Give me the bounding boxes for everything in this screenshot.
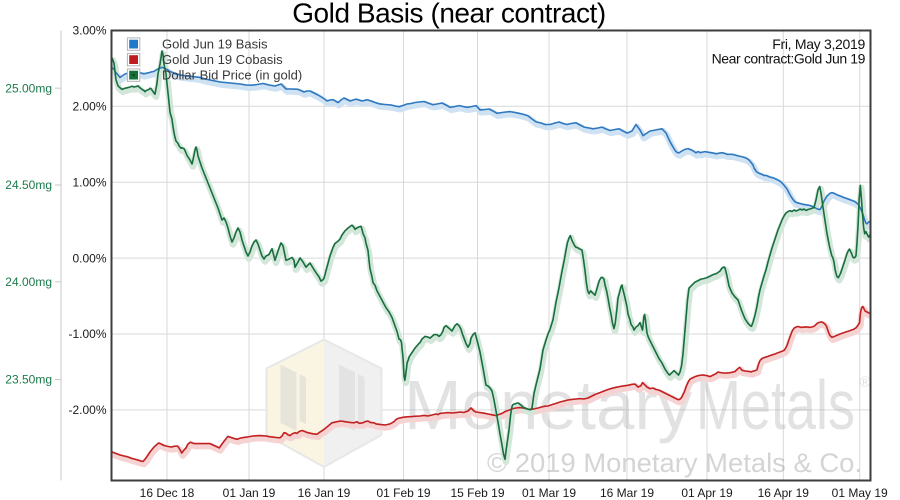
svg-text:15 Feb 19: 15 Feb 19 (450, 486, 504, 500)
svg-text:-2.00%: -2.00% (68, 403, 106, 417)
svg-text:25.00mg: 25.00mg (5, 81, 52, 95)
svg-text:24.50mg: 24.50mg (5, 178, 52, 192)
svg-text:01 Mar 19: 01 Mar 19 (522, 486, 576, 500)
svg-text:Gold Jun 19 Basis: Gold Jun 19 Basis (162, 37, 268, 52)
svg-text:2.00%: 2.00% (72, 100, 106, 114)
svg-text:© 2019 Monetary Metals & Co.: © 2019 Monetary Metals & Co. (487, 448, 862, 478)
svg-text:3.00%: 3.00% (72, 24, 106, 38)
svg-text:Metals: Metals (696, 366, 855, 444)
svg-text:-1.00%: -1.00% (68, 327, 106, 341)
svg-text:Monetary: Monetary (404, 366, 692, 444)
svg-text:Near contract:Gold Jun 19: Near contract:Gold Jun 19 (712, 51, 866, 67)
svg-text:Fri, May 3,2019: Fri, May 3,2019 (772, 36, 865, 52)
svg-text:01 Jan 19: 01 Jan 19 (223, 486, 276, 500)
svg-text:Dollar Bid Price (in gold): Dollar Bid Price (in gold) (162, 68, 302, 83)
svg-text:®: ® (859, 374, 870, 391)
svg-text:16 Mar 19: 16 Mar 19 (600, 486, 654, 500)
svg-text:0.00%: 0.00% (72, 251, 106, 265)
svg-text:Gold Basis (near contract): Gold Basis (near contract) (292, 0, 606, 29)
svg-text:Gold Jun 19 Cobasis: Gold Jun 19 Cobasis (162, 52, 283, 67)
svg-text:16 Apr 19: 16 Apr 19 (758, 486, 810, 500)
svg-text:1.00%: 1.00% (72, 175, 106, 189)
svg-text:01 Feb 19: 01 Feb 19 (376, 486, 430, 500)
svg-text:24.00mg: 24.00mg (5, 275, 52, 289)
svg-text:23.50mg: 23.50mg (5, 373, 52, 387)
svg-text:16 Dec 18: 16 Dec 18 (140, 486, 195, 500)
svg-text:16 Jan 19: 16 Jan 19 (298, 486, 351, 500)
svg-text:01 Apr 19: 01 Apr 19 (681, 486, 733, 500)
svg-text:01 May 19: 01 May 19 (832, 486, 888, 500)
